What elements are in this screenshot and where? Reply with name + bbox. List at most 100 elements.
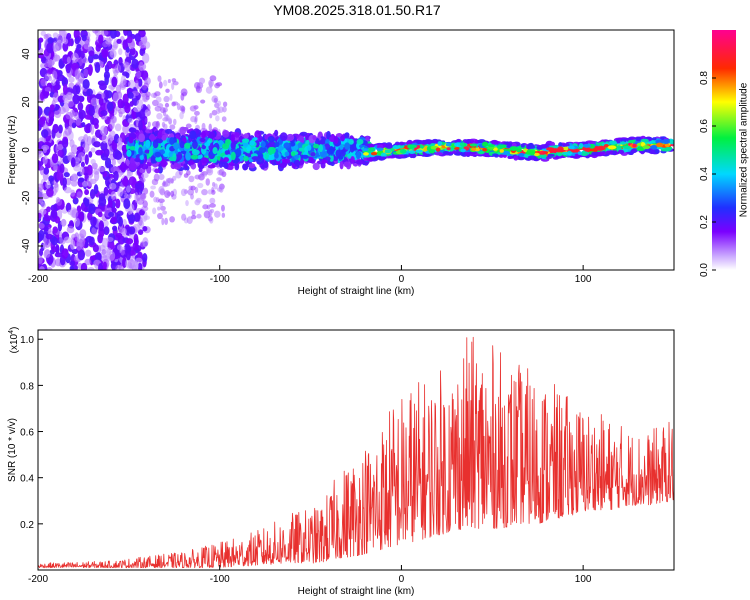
- spectrogram-cell: [46, 188, 54, 198]
- spectrogram-cell: [99, 125, 108, 136]
- spectrogram-cell: [642, 145, 651, 150]
- spectrogram-cell: [145, 91, 151, 98]
- spectrogram-cell: [368, 147, 375, 151]
- spectrogram-cell: [141, 163, 149, 170]
- spectrogram-cell: [38, 196, 44, 204]
- spectrogram-cell: [106, 101, 114, 112]
- spectrogram-cell: [445, 142, 452, 147]
- spectrogram-cell: [82, 79, 90, 90]
- spectrogram-cell: [98, 262, 104, 270]
- spectrogram-cell: [71, 52, 79, 63]
- spectrogram-cell: [154, 168, 160, 174]
- spectrogram-cell: [185, 123, 192, 129]
- spectrogram-cell: [69, 265, 74, 270]
- spectrogram-cell: [103, 186, 109, 196]
- spectrogram-cell: [263, 160, 269, 169]
- spectrogram-cell: [72, 94, 80, 105]
- spectrogram-cell: [339, 160, 344, 170]
- spectrogram-cell: [509, 146, 517, 151]
- spectrogram-x-label: Height of straight line (km): [298, 286, 415, 297]
- spectrogram-cell: [140, 193, 146, 202]
- spectrogram-cell: [158, 81, 163, 89]
- spectrogram-cell: [527, 155, 537, 159]
- spectrogram-cell: [44, 249, 51, 258]
- spectrogram-cell: [95, 149, 104, 156]
- spectrogram-cell: [167, 177, 174, 184]
- spectrogram-cell: [62, 177, 67, 187]
- spectrogram-cell: [70, 175, 76, 182]
- spectrogram-cell: [418, 140, 428, 145]
- spectrogram-cell: [144, 117, 148, 123]
- spectrogram-cell: [142, 52, 150, 64]
- spectrogram-cell: [518, 152, 525, 158]
- spectrogram-cell: [198, 77, 206, 84]
- spectrogram-cell: [58, 106, 66, 115]
- spectrogram-cell: [87, 54, 94, 64]
- spectrogram-cell: [141, 205, 149, 212]
- spectrogram-cell: [122, 78, 127, 85]
- spectrogram-cell: [38, 39, 42, 51]
- spectrogram-cell: [118, 48, 123, 56]
- spectrogram-cell: [170, 190, 175, 197]
- spectrogram-cell: [143, 82, 149, 89]
- spectrogram-cell: [154, 91, 161, 97]
- spectrogram-cell: [44, 87, 52, 93]
- spectrogram-cell: [318, 144, 323, 153]
- spectrogram-cell: [164, 102, 170, 108]
- spectrogram-cell: [80, 262, 88, 270]
- spectrogram-cell: [88, 236, 95, 246]
- spectrogram-cell: [62, 84, 68, 95]
- spectrogram-cell: [103, 148, 110, 158]
- spectrogram-cell: [260, 141, 266, 148]
- spectrogram-cell: [102, 219, 109, 227]
- spectrogram-cell: [103, 226, 110, 236]
- snr-y-tick-label: 0.2: [20, 520, 34, 531]
- spectrogram-cell: [100, 30, 109, 37]
- spectrogram-cell: [171, 78, 177, 83]
- spectrogram-cell: [108, 211, 115, 217]
- spectrogram-cell: [128, 176, 137, 186]
- spectrogram-cell: [109, 49, 117, 59]
- snr-panel: -200 -100 0 100 0.2 0.4 0.6 0.8 1.0 Height of s…: [7, 327, 675, 597]
- spectrogram-cell: [38, 229, 45, 241]
- spectrogram-cell: [607, 145, 617, 150]
- snr-y-label: SNR (10 * v/v): [7, 418, 18, 482]
- spectrogram-cell: [546, 147, 555, 151]
- spectrogram-cell: [62, 138, 69, 149]
- spectrogram-cell: [101, 49, 108, 59]
- spectrogram-cell: [344, 142, 351, 150]
- spectrogram-cell: [529, 151, 535, 156]
- spectrogram-cell: [131, 261, 139, 270]
- snr-y-tick-label: 1.0: [20, 335, 34, 346]
- spectrogram-cell: [78, 109, 86, 120]
- spectrogram-cell: [46, 206, 51, 213]
- spectrogram-cell: [39, 266, 45, 270]
- spectrogram-cell: [56, 171, 64, 181]
- spectrogram-cell: [129, 146, 136, 151]
- spectrogram-cell: [155, 120, 161, 129]
- spectrogram-cell: [363, 152, 369, 156]
- spectrogram-cell: [144, 109, 149, 117]
- spectrogram-cell: [125, 238, 134, 245]
- spectrogram-cell: [87, 66, 93, 77]
- spectrogram-cell: [350, 155, 355, 164]
- spectrogram-cell: [64, 248, 69, 257]
- spectrogram-cell: [111, 115, 117, 124]
- spectrogram-cell: [75, 116, 81, 127]
- spectrogram-cell: [114, 123, 122, 132]
- spectrogram-cell: [577, 151, 583, 156]
- spectrogram-cell: [188, 175, 195, 183]
- spectrogram-cell: [380, 156, 387, 160]
- spectrogram-cell: [209, 203, 216, 208]
- spectrogram-cell: [230, 133, 236, 143]
- spectrogram-cell: [39, 116, 47, 122]
- spectrogram-cell: [465, 152, 471, 157]
- spectrogram-cell: [43, 33, 49, 40]
- spectrogram-cell: [133, 107, 141, 113]
- spectrogram-cell: [88, 203, 96, 215]
- spectrogram-cell: [662, 139, 670, 145]
- spectrogram-cell: [40, 78, 47, 87]
- spectrogram-cell: [183, 173, 189, 178]
- snr-x-tick-label: 100: [575, 574, 592, 585]
